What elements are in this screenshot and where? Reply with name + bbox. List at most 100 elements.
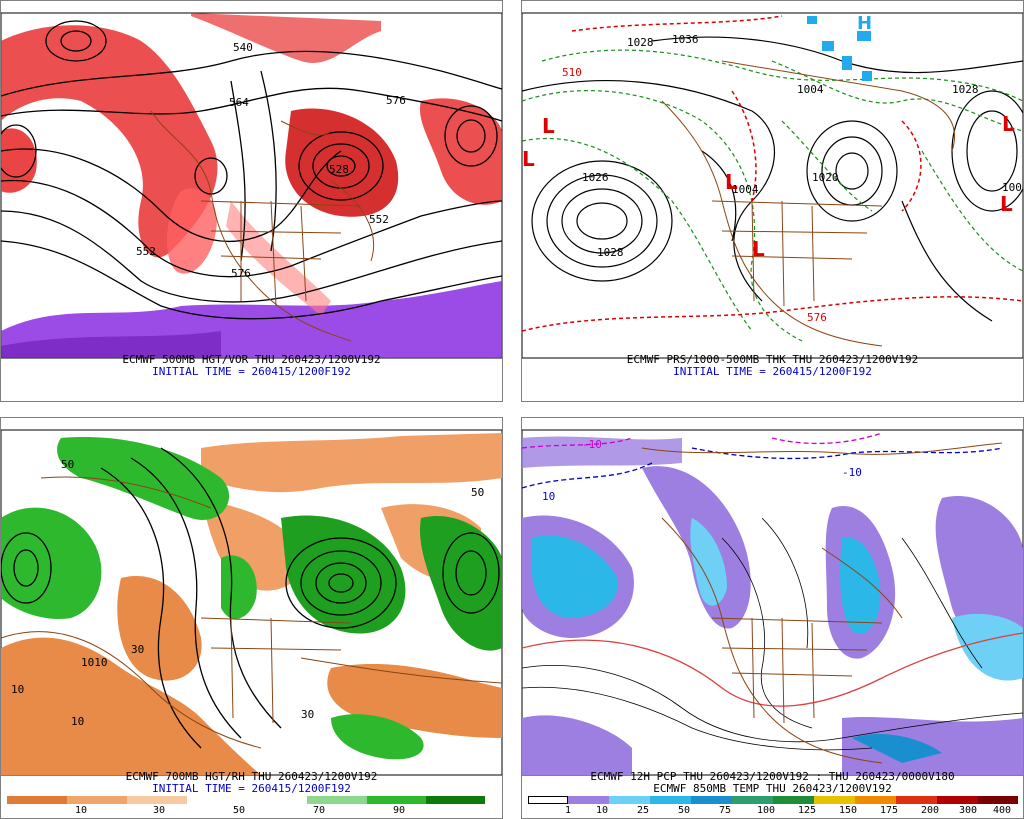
- isobar-label: 1028: [952, 83, 979, 96]
- panel-subtitle: ECMWF 850MB TEMP THU 260423/1200V192: [653, 782, 892, 795]
- colorbar-tick: 150: [838, 805, 858, 816]
- isobar-label: 1020: [812, 171, 839, 184]
- contour-label: 576: [231, 267, 251, 280]
- colorbar-tick: 1: [564, 805, 572, 816]
- panel-title: ECMWF 700MB HGT/RH THU 260423/1200V192: [125, 770, 378, 783]
- temperature-label: -10: [582, 438, 602, 451]
- colorbar-segment: [732, 796, 773, 804]
- contour-label: 552: [136, 245, 156, 258]
- contour-label: 552: [369, 213, 389, 226]
- panel-title: ECMWF 500MB HGT/VOR THU 260423/1200V192: [122, 353, 381, 366]
- colorbar-segment: [937, 796, 978, 804]
- panel-700mb-rh: 1010 50 30 10 50 30 10 ECMWF 700MB HGT/R…: [0, 417, 503, 819]
- colorbar-segment: [426, 796, 485, 804]
- rh-label: 50: [61, 458, 74, 471]
- rh-label: 30: [301, 708, 314, 721]
- panel-title: ECMWF PRS/1000-500MB THK THU 260423/1200…: [626, 353, 919, 366]
- pressure-thickness-map: L L L L L L H 1028 1036 1028 1004 1020 1…: [522, 12, 1023, 359]
- colorbar-tick: 10: [74, 805, 88, 816]
- isobar-label: 1026: [582, 171, 609, 184]
- low-pressure-marker: L: [542, 114, 555, 138]
- low-pressure-marker: L: [752, 237, 765, 261]
- colorbar-tick: 300: [958, 805, 978, 816]
- thickness-cold: [522, 49, 1023, 342]
- panel-init-time: INITIAL TIME = 260415/1200F192: [152, 365, 351, 378]
- very-cold-contours: [522, 432, 883, 449]
- precip-areas: [522, 436, 1023, 775]
- temperature-contours: [522, 517, 1023, 751]
- panel-500mb-vorticity: 540 564 576 552 576 528 552 ECMWF 500MB …: [0, 0, 503, 402]
- temperature-label: 10: [542, 490, 555, 503]
- temperature-label: -10: [842, 466, 862, 479]
- high-pressure-marker: H: [857, 13, 872, 34]
- rh-label: 1010: [81, 656, 108, 669]
- colorbar-segment: [609, 796, 650, 804]
- colorbar-segment: [307, 796, 367, 804]
- colorbar-segment: [650, 796, 691, 804]
- rh-contours: [1, 476, 502, 749]
- colorbar-segment: [855, 796, 896, 804]
- isobar-label: 1028: [627, 36, 654, 49]
- contour-label: 528: [329, 163, 349, 176]
- thickness-label: 576: [807, 311, 827, 324]
- colorbar-segment: [187, 796, 247, 804]
- colorbar-tick: 90: [392, 805, 406, 816]
- cold-contours: [522, 447, 1003, 489]
- colorbar-segment: [528, 796, 568, 804]
- geographic-borders: [641, 442, 1003, 764]
- geographic-borders: [150, 110, 375, 342]
- rh-label: 30: [131, 643, 144, 656]
- precip-temp-map: -10 -10 10: [522, 429, 1023, 776]
- panel-precip-850mb-temp: -10 -10 10 ECMWF 12H PCP THU 260423/1200…: [521, 417, 1024, 819]
- colorbar-tick: 10: [595, 805, 609, 816]
- freezing-contours: [522, 632, 1023, 707]
- isobar-label: 1004: [1002, 181, 1023, 194]
- contour-label: 576: [386, 94, 406, 107]
- isobar-label: 1036: [672, 33, 699, 46]
- panel-pressure-thickness: L L L L L L H 1028 1036 1028 1004 1020 1…: [521, 0, 1024, 402]
- rh-label: 10: [71, 715, 84, 728]
- panel-init-time: INITIAL TIME = 260415/1200F192: [152, 782, 351, 795]
- low-pressure-marker: L: [522, 147, 535, 171]
- geographic-borders: [661, 60, 956, 347]
- colorbar-segment: [67, 796, 127, 804]
- isobar-label: 1028: [597, 246, 624, 259]
- panel-init-time: INITIAL TIME = 260415/1200F192: [673, 365, 872, 378]
- rh-label: 10: [11, 683, 24, 696]
- colorbar-tick: 125: [797, 805, 817, 816]
- colorbar-segment: [367, 796, 426, 804]
- colorbar-segment: [127, 796, 187, 804]
- panel-title: ECMWF 12H PCP THU 260423/1200V192 : THU …: [590, 770, 955, 783]
- colorbar-tick: 70: [312, 805, 326, 816]
- colorbar-segment: [896, 796, 937, 804]
- colorbar-tick: 200: [920, 805, 940, 816]
- colorbar-tick: 30: [152, 805, 166, 816]
- colorbar-tick: 400: [992, 805, 1012, 816]
- low-pressure-marker: L: [1000, 192, 1013, 216]
- height-contours: [1, 447, 500, 749]
- isobar-label: 1004: [797, 83, 824, 96]
- colorbar-tick: 50: [232, 805, 246, 816]
- rh-label: 50: [471, 486, 484, 499]
- precip-patches: [807, 16, 872, 81]
- colorbar-tick: 50: [677, 805, 691, 816]
- low-pressure-marker: L: [1002, 112, 1015, 136]
- colorbar-tick: 25: [636, 805, 650, 816]
- colorbar-tick: 75: [718, 805, 732, 816]
- colorbar-segment: [978, 796, 1018, 804]
- relative-humidity-map: 1010 50 30 10 50 30 10: [1, 429, 502, 776]
- isobar-label: 1004: [732, 183, 759, 196]
- rh-colorbar: 10 30 50 70 90: [7, 796, 485, 816]
- colorbar-segment: [247, 796, 307, 804]
- colorbar-segment: [814, 796, 855, 804]
- contour-label: 540: [233, 41, 253, 54]
- vorticity-map: 540 564 576 552 576 528 552: [1, 12, 502, 359]
- colorbar-tick: 100: [756, 805, 776, 816]
- thickness-warm: [522, 15, 1023, 332]
- precip-colorbar: 1 10 25 50 75 100 125 150 175 200 300 40…: [528, 796, 1018, 816]
- colorbar-segment: [568, 796, 609, 804]
- colorbar-segment: [773, 796, 814, 804]
- contour-label: 564: [229, 96, 249, 109]
- low-pressure-marker: L: [725, 170, 738, 194]
- colorbar-tick: 175: [879, 805, 899, 816]
